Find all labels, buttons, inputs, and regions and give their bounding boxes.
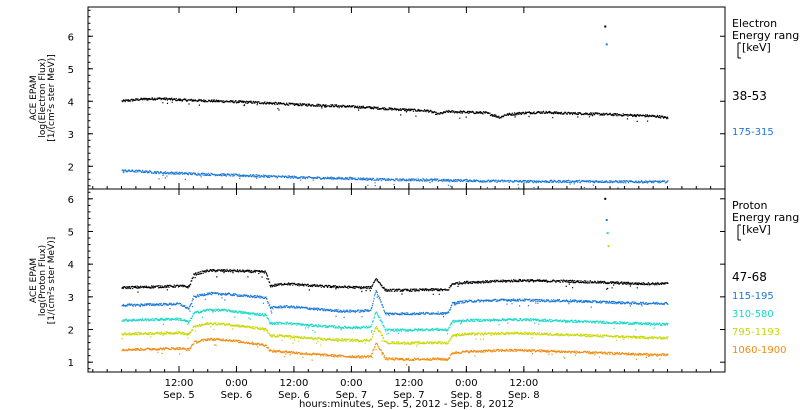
x-tick-time-label: 12:00 bbox=[165, 378, 194, 389]
proton-legend-entry: 1060-1900 bbox=[732, 345, 787, 356]
proton-series-310-580 bbox=[121, 308, 669, 335]
x-tick-time-label: 0:00 bbox=[340, 378, 362, 389]
proton-y-tick-label: 6 bbox=[68, 195, 74, 206]
electron-legend-entry: 175-315 bbox=[732, 127, 774, 138]
proton-spike-point bbox=[606, 232, 609, 235]
proton-legend-title: Proton bbox=[732, 199, 767, 212]
proton-legend-entry: 47-68 bbox=[732, 270, 767, 284]
proton-spike-point bbox=[605, 219, 608, 222]
proton-y-tick-label: 3 bbox=[68, 293, 74, 304]
x-tick-date-label: Sep. 8 bbox=[508, 390, 540, 401]
electron-legend-entry: 38-53 bbox=[732, 89, 767, 103]
x-tick-date-label: Sep. 6 bbox=[221, 390, 253, 401]
electron-y-tick-label: 4 bbox=[68, 97, 74, 108]
electron-y-tick-label: 6 bbox=[68, 32, 74, 43]
electron-y-axis-label: log(Electron Flux) bbox=[38, 58, 48, 137]
electron-y-axis-label: [1/(cm²s ster MeV)] bbox=[47, 54, 57, 141]
x-tick-time-label: 0:00 bbox=[455, 378, 477, 389]
x-tick-time-label: 12:00 bbox=[509, 378, 538, 389]
proton-plot-frame bbox=[87, 188, 726, 373]
proton-legend-title: [keV] bbox=[742, 223, 771, 236]
electron-series-175-315 bbox=[121, 169, 669, 189]
proton-series-1060-1900 bbox=[121, 337, 669, 366]
proton-series-795-1193 bbox=[121, 322, 669, 347]
proton-y-tick-label: 5 bbox=[68, 227, 74, 238]
electron-series-38-53 bbox=[121, 97, 669, 122]
x-tick-date-label: Sep. 8 bbox=[451, 390, 483, 401]
electron-y-tick-label: 2 bbox=[68, 162, 74, 173]
x-tick-date-label: Sep. 7 bbox=[336, 390, 368, 401]
electron-y-axis-label: ACE EPAM bbox=[29, 75, 39, 120]
proton-y-tick-label: 2 bbox=[68, 326, 74, 337]
proton-y-axis-label: log(Proton Flux) bbox=[38, 245, 48, 316]
electron-y-tick-label: 3 bbox=[68, 130, 74, 141]
electron-legend-title: [keV] bbox=[742, 41, 771, 54]
electron-spike-point bbox=[605, 43, 608, 46]
x-tick-date-label: Sep. 6 bbox=[278, 390, 310, 401]
proton-series-115-195 bbox=[121, 290, 669, 318]
proton-spike-point bbox=[604, 197, 607, 200]
electron-legend-title: Energy range bbox=[732, 29, 800, 42]
electron-legend-title: Electron bbox=[732, 17, 777, 30]
x-tick-time-label: 12:00 bbox=[280, 378, 309, 389]
proton-legend-entry: 795-1193 bbox=[732, 327, 780, 338]
electron-y-tick-label: 5 bbox=[68, 65, 74, 76]
proton-spike-point bbox=[607, 245, 610, 248]
electron-spike-point bbox=[604, 25, 607, 28]
x-tick-time-label: 12:00 bbox=[394, 378, 423, 389]
proton-legend-entry: 310-580 bbox=[732, 309, 774, 320]
proton-y-axis-label: ACE EPAM bbox=[29, 258, 39, 303]
proton-legend-entry: 115-195 bbox=[732, 291, 774, 302]
x-tick-date-label: Sep. 7 bbox=[393, 390, 425, 401]
proton-legend-title: Energy range bbox=[732, 211, 800, 224]
proton-y-tick-label: 1 bbox=[68, 358, 74, 369]
x-axis-title: hours:minutes, Sep. 5, 2012 - Sep. 8, 20… bbox=[299, 399, 514, 410]
electron-plot-frame bbox=[87, 6, 726, 190]
proton-y-tick-label: 4 bbox=[68, 260, 74, 271]
x-tick-date-label: Sep. 5 bbox=[163, 390, 195, 401]
proton-y-axis-label: [1/(cm²s ster MeV)] bbox=[47, 237, 57, 324]
x-tick-time-label: 0:00 bbox=[225, 378, 247, 389]
proton-series-47-68 bbox=[121, 268, 669, 295]
